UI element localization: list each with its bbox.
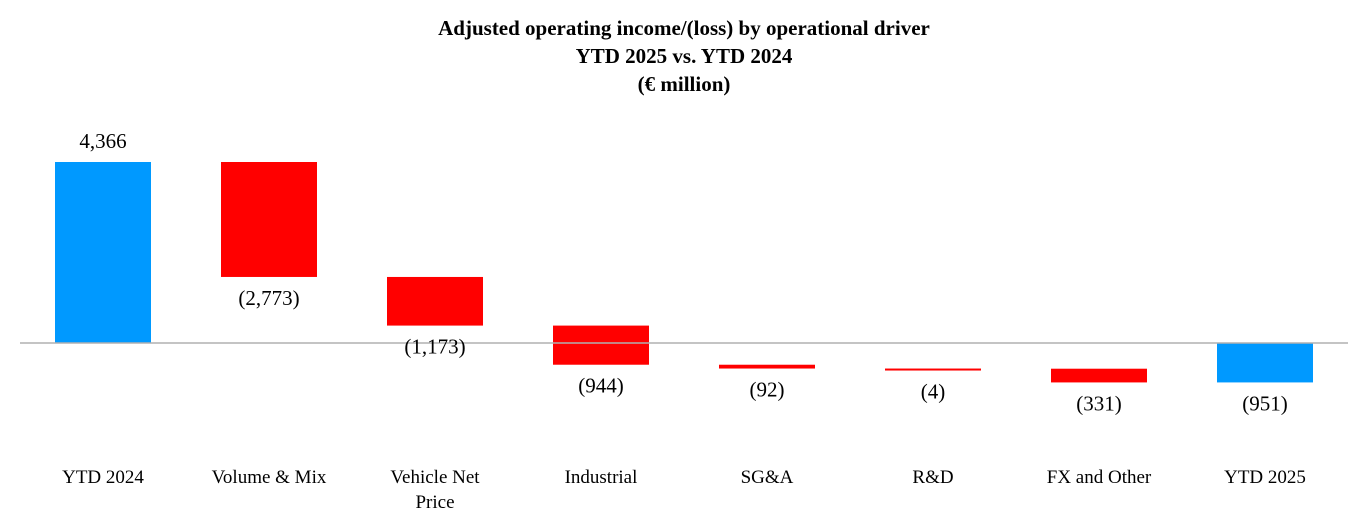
bar-6	[1051, 368, 1147, 383]
bar-7	[1217, 343, 1313, 383]
bar-0	[55, 162, 151, 343]
category-label-2: Vehicle Net Price	[390, 467, 480, 513]
bar-2	[387, 276, 483, 326]
value-label-3: (944)	[578, 374, 624, 398]
bar-5	[885, 368, 981, 371]
category-label-4: SG&A	[741, 467, 794, 488]
category-labels-layer: YTD 2024 Volume & Mix Vehicle Net Price Indu…	[62, 467, 1306, 513]
value-labels-layer: 4,366 (2,773) (1,173) (944) (92) (4) (331) (951…	[79, 129, 1287, 415]
value-label-7: (951)	[1242, 391, 1288, 415]
value-label-5: (4)	[921, 380, 946, 404]
category-label-5: R&D	[912, 467, 953, 488]
category-label-6: FX and Other	[1047, 467, 1152, 488]
chart-subtitle: YTD 2025 vs. YTD 2024	[575, 44, 793, 68]
category-label-1: Volume & Mix	[212, 467, 327, 488]
category-label-3: Industrial	[565, 467, 638, 488]
value-label-0: 4,366	[79, 129, 126, 153]
value-label-2: (1,173)	[404, 335, 465, 359]
category-label-7: YTD 2025	[1224, 467, 1306, 488]
chart-unit: (€ million)	[637, 72, 731, 96]
bar-3	[553, 325, 649, 365]
value-label-6: (331)	[1076, 391, 1122, 415]
bar-4	[719, 364, 815, 369]
category-label-0: YTD 2024	[62, 467, 144, 488]
value-label-1: (2,773)	[238, 286, 299, 310]
bars-layer	[55, 162, 1313, 383]
bar-1	[221, 162, 317, 277]
value-label-4: (92)	[750, 378, 785, 402]
chart-title: Adjusted operating income/(loss) by oper…	[438, 16, 930, 40]
chart-title-block: Adjusted operating income/(loss) by oper…	[0, 14, 1368, 98]
